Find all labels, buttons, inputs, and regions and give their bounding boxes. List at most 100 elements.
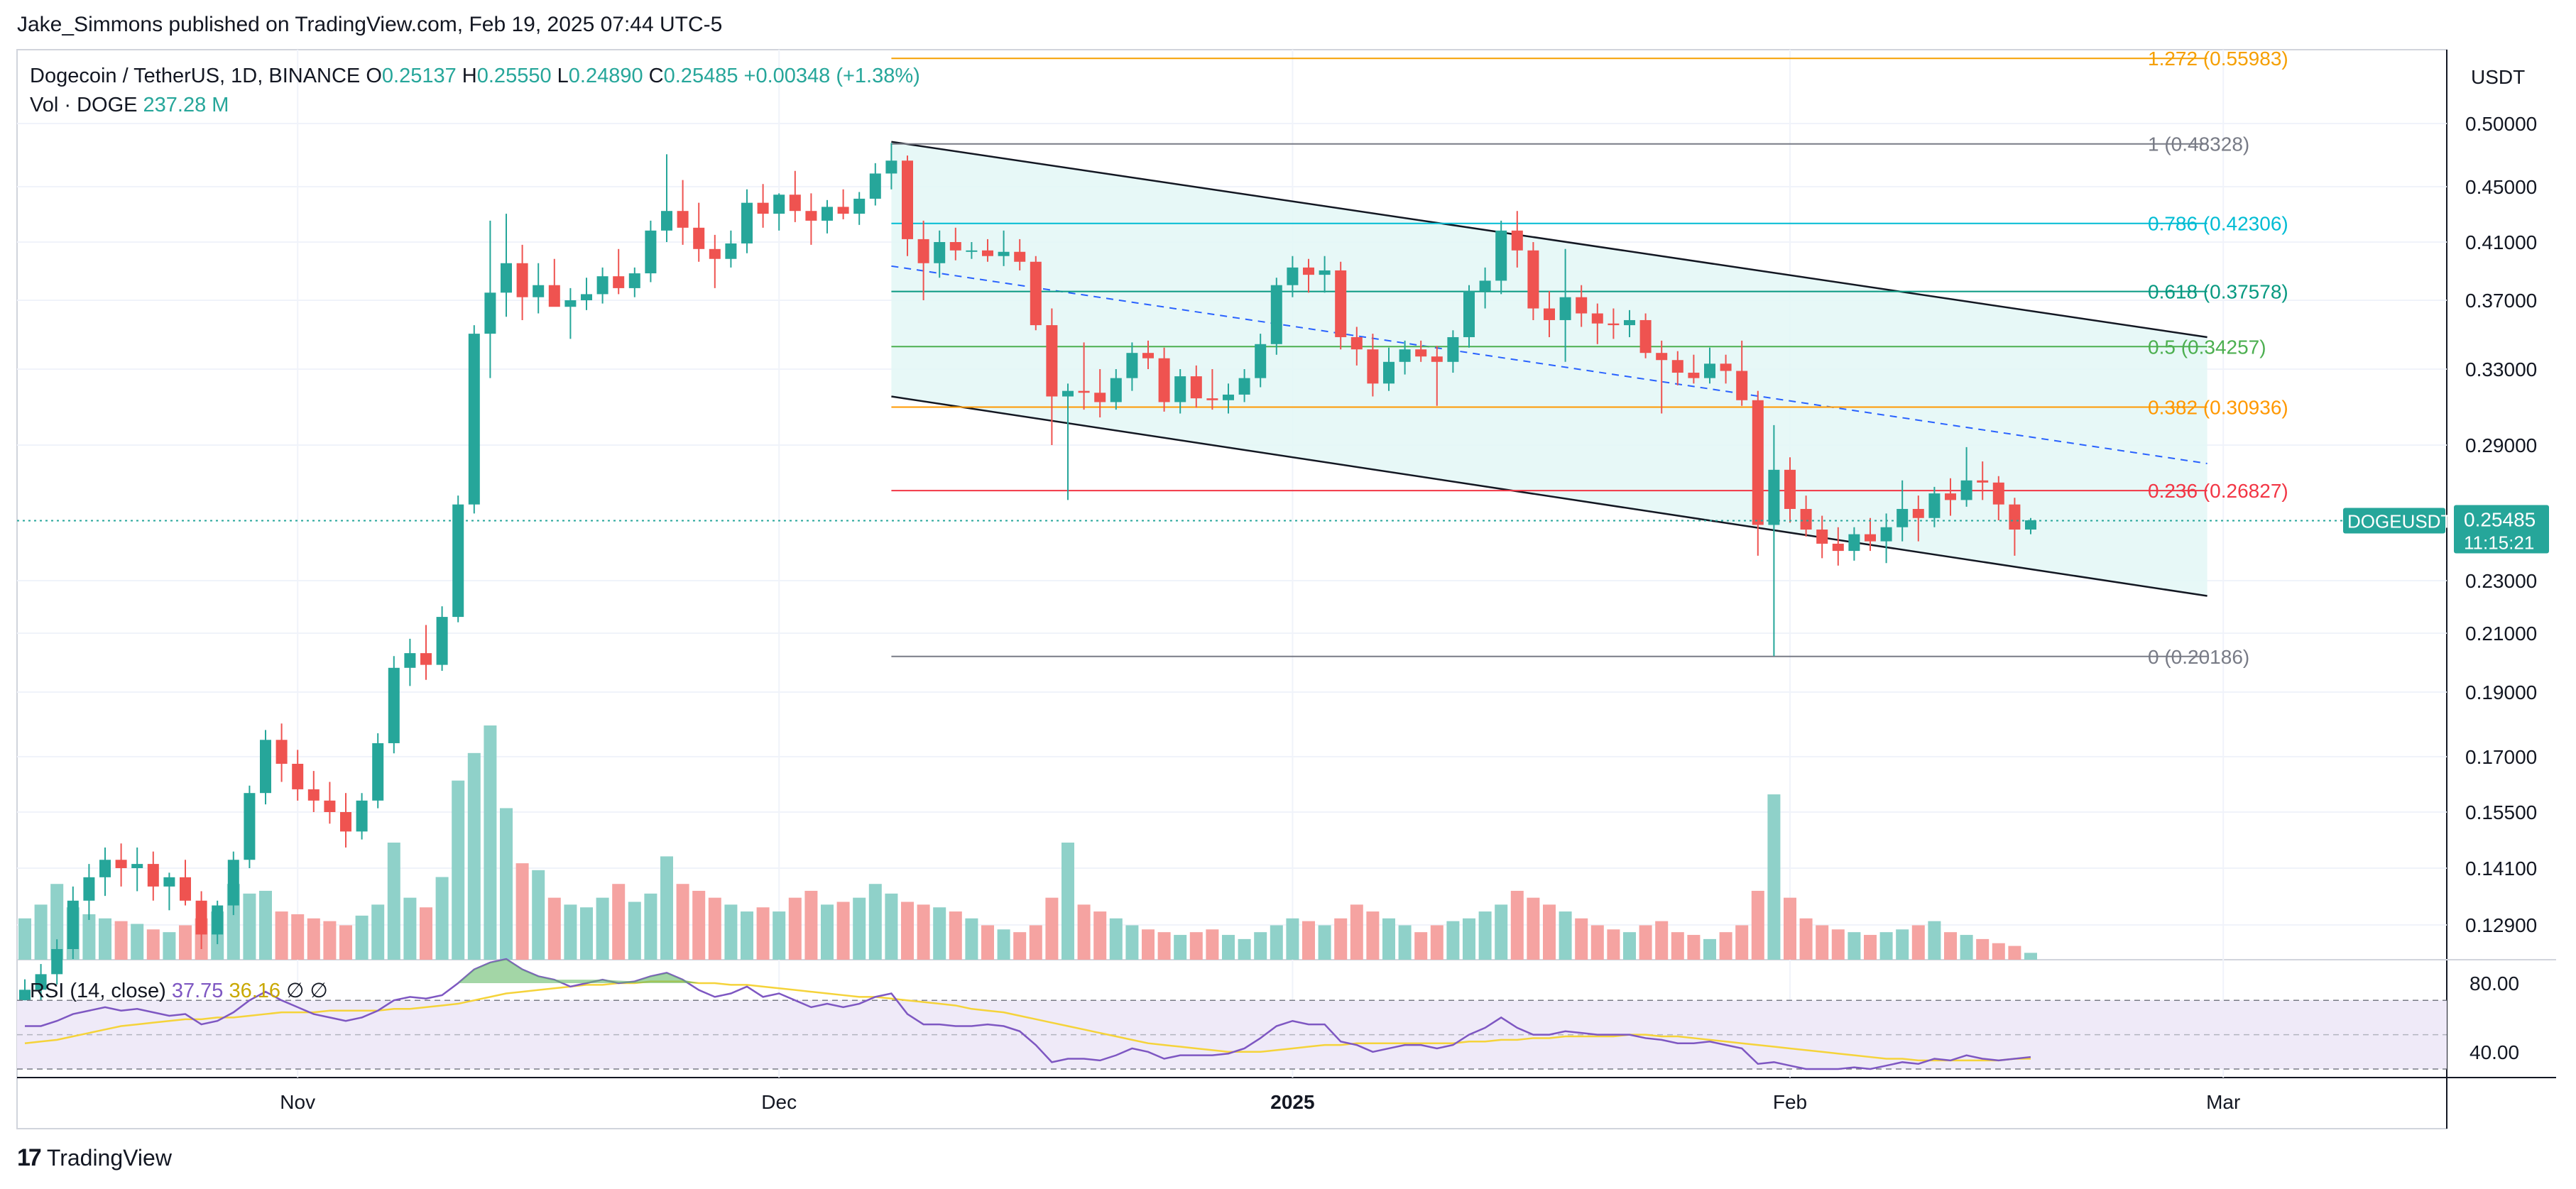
candle-body-37 xyxy=(613,276,625,288)
volume-legend: Vol · DOGE 237.28 M xyxy=(30,94,229,116)
candle-body-119 xyxy=(1928,493,1941,518)
channel-fill xyxy=(891,141,2207,596)
candle-body-111 xyxy=(1800,508,1812,530)
candle-body-109 xyxy=(1768,469,1780,525)
candle-body-33 xyxy=(548,285,560,307)
candle-body-94 xyxy=(1527,250,1539,309)
candle-body-14 xyxy=(244,793,256,860)
volume-bar-74 xyxy=(1206,929,1219,960)
x-tick-4: Mar xyxy=(2206,1091,2240,1113)
volume-bar-108 xyxy=(1751,890,1764,960)
volume-bar-30 xyxy=(500,808,513,960)
volume-bar-29 xyxy=(484,725,497,960)
volume-bar-8 xyxy=(146,929,160,960)
low-key: L xyxy=(557,65,569,87)
candle-body-36 xyxy=(596,276,608,295)
candle-body-26 xyxy=(436,617,448,665)
fib-label-1: 1 (0.48328) xyxy=(2148,133,2249,155)
candle-body-87 xyxy=(1415,349,1427,357)
volume-bar-104 xyxy=(1687,935,1701,960)
rsi-name: RSI (14, close) xyxy=(30,980,172,1002)
volume-bar-41 xyxy=(676,884,689,960)
candle-body-104 xyxy=(1688,373,1700,378)
y-tick-0: 0.50000 xyxy=(2465,113,2537,135)
candle-body-76 xyxy=(1238,378,1250,395)
volume-bar-111 xyxy=(1799,918,1813,960)
volume-bar-59 xyxy=(965,918,978,960)
volume-bar-56 xyxy=(917,904,930,960)
candle-body-17 xyxy=(292,763,304,789)
fib-label-0: 1.272 (0.55983) xyxy=(2148,48,2288,70)
candle-body-84 xyxy=(1367,349,1379,384)
candle-body-60 xyxy=(982,250,993,256)
volume-bar-72 xyxy=(1174,935,1187,960)
fib-label-4: 0.5 (0.34257) xyxy=(2148,336,2266,358)
candle-body-71 xyxy=(1158,358,1170,402)
candle-body-125 xyxy=(2025,520,2036,530)
volume-bar-50 xyxy=(821,904,834,960)
price-tag-bg xyxy=(2454,505,2549,554)
volume-bar-14 xyxy=(243,893,256,960)
fib-label-2: 0.786 (0.42306) xyxy=(2148,213,2288,235)
volume-bar-85 xyxy=(1382,918,1395,960)
volume-bar-20 xyxy=(339,925,352,960)
x-tick-0: Nov xyxy=(280,1091,315,1113)
candle-body-96 xyxy=(1559,297,1571,320)
volume-bar-1 xyxy=(34,904,48,960)
candle-body-52 xyxy=(853,198,866,214)
candle-body-49 xyxy=(805,211,817,221)
rsi-layer xyxy=(17,958,2447,1070)
volume-bar-58 xyxy=(949,911,962,960)
candle-body-62 xyxy=(1014,251,1026,262)
volume-bar-77 xyxy=(1254,932,1267,960)
y-tick-1: 0.45000 xyxy=(2465,176,2537,198)
volume-bar-19 xyxy=(323,921,337,960)
candle-body-72 xyxy=(1174,376,1186,402)
volume-bar-33 xyxy=(547,897,561,960)
candle-body-32 xyxy=(533,285,545,297)
volume-bar-23 xyxy=(387,843,400,960)
candle-body-67 xyxy=(1094,393,1106,402)
candle-body-4 xyxy=(83,877,95,901)
volume-bar-120 xyxy=(1944,932,1957,960)
candle-body-61 xyxy=(998,251,1010,256)
volume-bar-87 xyxy=(1414,932,1428,960)
volume-bar-109 xyxy=(1767,794,1781,960)
volume-bar-9 xyxy=(163,932,176,960)
candle-body-69 xyxy=(1126,353,1138,378)
candle-body-48 xyxy=(789,194,801,212)
axes-layer: USDT 0.50000 0.45000 0.41000 0.37000 0.33000 0… xyxy=(17,66,2549,1113)
volume-bar-68 xyxy=(1109,918,1123,960)
candle-body-85 xyxy=(1383,361,1395,384)
volume-bar-95 xyxy=(1543,904,1556,960)
legend-layer: Dogecoin / TetherUS, 1D, BINANCE O0.2513… xyxy=(30,65,920,1002)
y-tick-6: 0.23000 xyxy=(2465,570,2537,592)
candle-body-88 xyxy=(1431,356,1443,362)
candle-body-108 xyxy=(1752,400,1764,525)
candle-body-7 xyxy=(131,864,143,868)
countdown-tag: 11:15:21 xyxy=(2464,532,2534,553)
candles-layer xyxy=(19,143,2036,1017)
footer-brand: TradingView xyxy=(46,1145,172,1171)
candle-body-122 xyxy=(1977,480,1989,483)
volume-bar-113 xyxy=(1831,929,1845,960)
candle-body-42 xyxy=(693,227,705,249)
volume-bar-31 xyxy=(515,863,529,960)
volume-bar-32 xyxy=(532,870,545,960)
fib-label-7: 0 (0.20186) xyxy=(2148,646,2249,668)
change-value: +0.00348 (+1.38%) xyxy=(744,65,920,87)
close-key: C xyxy=(649,65,664,87)
volume-bar-57 xyxy=(933,907,946,960)
volume-bar-114 xyxy=(1848,932,1861,960)
candle-body-22 xyxy=(372,743,384,801)
volume-layer xyxy=(18,725,2037,960)
publisher-line: Jake_Simmons published on TradingView.co… xyxy=(17,13,723,36)
volume-bar-122 xyxy=(1976,938,1990,960)
candle-body-54 xyxy=(885,160,897,174)
candle-body-89 xyxy=(1447,336,1459,362)
candle-body-93 xyxy=(1511,230,1523,251)
tradingview-footer[interactable]: 17 TradingView xyxy=(17,1144,172,1172)
candle-body-8 xyxy=(147,864,159,887)
rsi-icon-1: ∅ xyxy=(286,980,310,1002)
